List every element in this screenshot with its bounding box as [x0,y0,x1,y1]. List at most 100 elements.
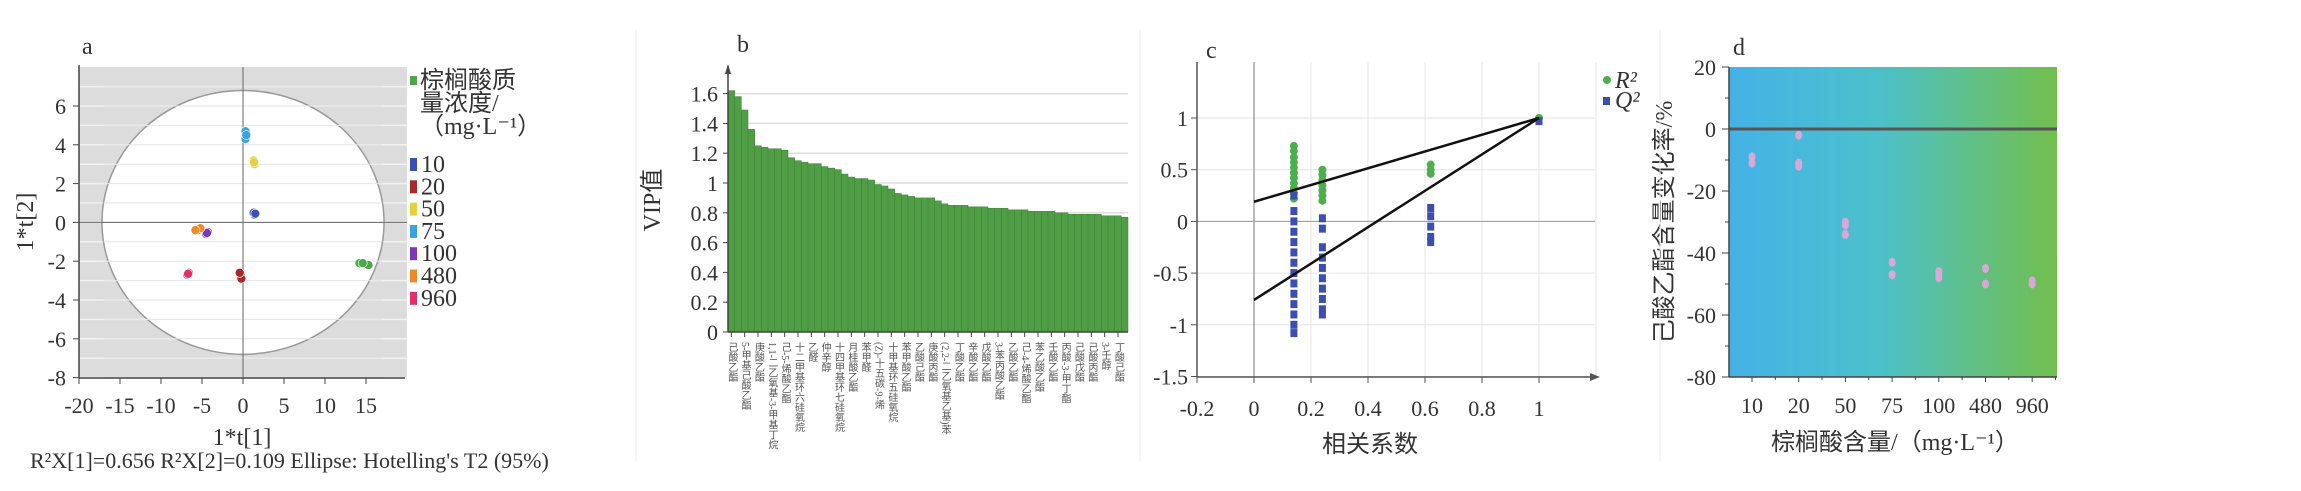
q2-point [1318,214,1326,223]
panel-label: c [1206,38,1217,64]
vip-bar [807,163,815,333]
x-tick-label: 苯甲酸乙酯 [899,341,911,392]
legend-item: 960 [421,286,457,312]
y-tick-label: -2 [48,249,66,274]
vip-bar [947,205,955,333]
q2-fit-line [1253,116,1540,302]
legend-item: 75 [421,219,445,245]
change-rate-point [1795,130,1803,140]
vip-bar [887,188,895,333]
q2-point [1290,320,1298,329]
y-tick-label: -80 [1687,365,1716,390]
q2-point [1290,279,1298,288]
score-point [241,130,252,140]
vip-bar [987,208,995,333]
y-tick-label: 0.5 [1161,158,1189,183]
y-tick-label: 1.4 [691,111,719,136]
q2-point [1318,310,1326,319]
q2-point [1318,294,1326,303]
x-axis-label: 1*t[1] [213,425,272,451]
x-tick-label: -20 [64,393,93,418]
q2-point [1290,207,1298,216]
legend-item: 100 [421,241,457,267]
x-tick-label: 庚酸乙酯 [753,341,765,382]
r2-point [1289,147,1298,156]
x-tick-label: 0 [1249,396,1260,421]
x-tick-label: 50 [1834,393,1856,418]
y-tick-label: 20 [1694,55,1716,80]
vip-bar [1014,209,1022,333]
legend-item: 20 [421,174,445,200]
y-tick-label: 1 [1177,106,1188,131]
y-tick-label: -1.5 [1153,365,1188,390]
q2-point [1318,263,1326,272]
x-tick-label: 己酸戊酯 [1073,342,1085,382]
vip-bar [1121,217,1129,333]
legend-swatch [410,247,417,261]
vip-bar [814,163,822,333]
q2-point [1290,227,1298,236]
y-tick-label: 6 [55,94,66,119]
vip-bar [867,179,875,333]
q2-point [1290,329,1298,338]
panel-label: a [82,34,93,60]
x-tick-label: 75 [1881,393,1903,418]
panel-b-vip-bar-chart: 0 0.2 0.4 0.6 0.8 1 1.2 1.4 1.6 己酸乙酯 5-甲基己酸乙酯 庚酸乙酯 1… [639,32,1129,450]
x-tick-label: 己-4-烯酸乙酯 [1019,342,1031,404]
legend-swatch [410,291,417,305]
vip-bar [994,208,1002,333]
vip-bar [761,146,769,333]
change-rate-point [1841,229,1849,239]
q2-point [1318,274,1326,283]
panel-a-score-plot: -20 -15 -10 -5 0 5 10 15-8-6-4-20246a1*t[1]1*t[… [13,34,549,473]
vip-bar [954,205,962,333]
legend-swatch [410,158,417,171]
vip-bar [747,129,755,333]
vip-bar [914,197,922,333]
x-tick-label: 庚酸丙酯 [926,341,938,382]
x-tick-label: 苯乙酸乙酯 [1033,341,1045,392]
legend-swatch-r2 [1603,76,1611,84]
q2-point [1290,217,1298,226]
x-tick-label: 0.8 [1468,396,1496,421]
q2-point [1318,224,1326,233]
x-tick-label: 20 [1788,393,1810,418]
legend-item: Q² [1615,88,1640,114]
change-rate-point [1888,270,1896,280]
x-tick-label: -10 [146,393,175,418]
vip-bar [767,148,775,333]
q2-point [1290,248,1298,257]
legend-title: （mg·L⁻¹） [420,114,541,140]
vip-bar [1047,211,1055,333]
legend-swatch [410,180,417,194]
x-tick-label: 乙酸乙酯 [1006,342,1018,382]
x-tick-label: -5 [193,393,211,418]
vip-bar [801,161,809,333]
x-tick-label: 15 [355,393,377,418]
x-axis-label: 相关系数 [1322,431,1418,458]
vip-bar [1021,209,1029,333]
x-tick-label: 十四甲基环七硅氧烷 [833,341,845,433]
vip-bar [1107,215,1115,333]
vip-bar [787,157,795,333]
y-tick-label: -1 [1170,313,1188,338]
x-tick-label: 5-甲基己酸乙酯 [739,342,751,410]
legend-swatch-q2 [1603,97,1610,105]
x-tick-label: (Z)-十五碳-9-烯 [873,342,885,411]
q2-point [1290,191,1298,200]
vip-bar [734,96,742,333]
y-tick-label: 1 [707,171,718,196]
legend-title: 棕榈酸质 [420,67,516,94]
vip-bar [934,200,942,333]
plot-background [1729,67,2057,377]
vip-bar [1054,212,1062,333]
vip-bar [1061,212,1069,333]
y-axis-label: 己酸乙酯含量变化率/% [1651,101,1678,344]
x-tick-label: 仲辛醇 [819,341,831,373]
x-tick-label: 丙酸-3-甲丁酯 [1059,342,1071,404]
x-tick-label: -15 [105,393,134,418]
vip-bar [1007,209,1015,333]
q2-point [1318,284,1326,293]
r2-fit-line [1253,116,1540,203]
x-tick-label: 丁酸乙酯 [953,342,965,382]
